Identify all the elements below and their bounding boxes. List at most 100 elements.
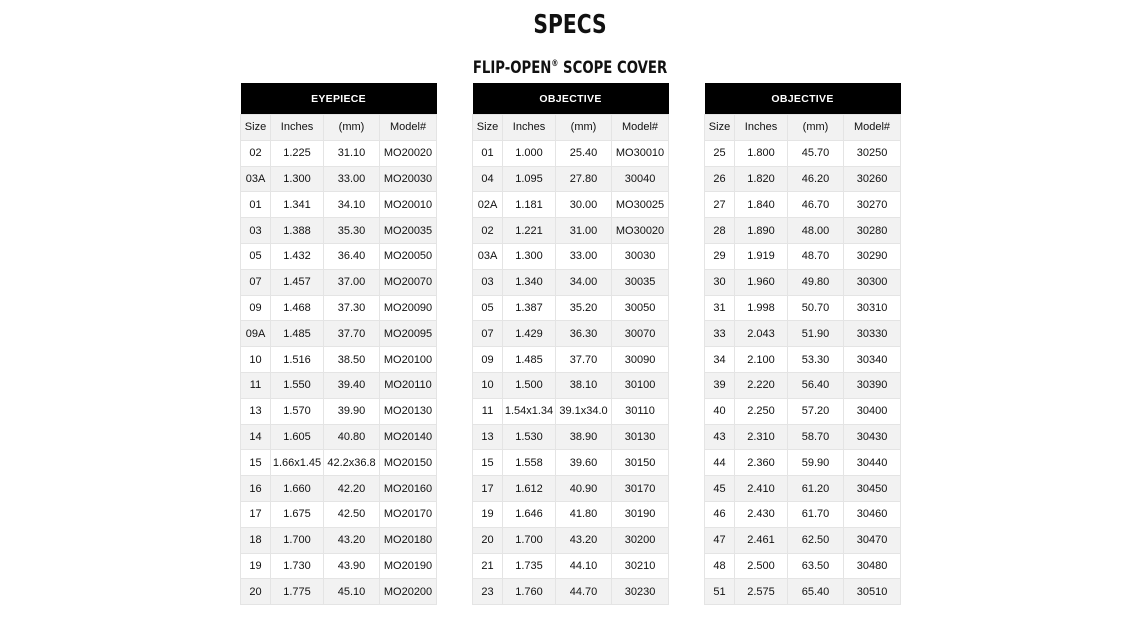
table-cell: 2.220 <box>734 371 788 399</box>
table-cell: 44.10 <box>555 552 612 580</box>
table-cell: MO20170 <box>378 500 438 528</box>
table-cell: 27 <box>704 191 735 219</box>
table-cell: 47 <box>704 526 735 554</box>
table-cell: 03A <box>240 165 271 193</box>
table-row: 09A 1.485 37.70 MO20095 <box>240 320 438 348</box>
table-cell: MO20150 <box>378 449 438 477</box>
table-cell: 43 <box>704 423 735 451</box>
spec-table-objective: OBJECTIVE Size Inches (mm) Model# 01 1.000 25.4… <box>472 83 670 606</box>
table-cell: MO20130 <box>378 397 438 425</box>
table-cell: 30 <box>704 268 735 296</box>
table-cell: 56.40 <box>787 371 844 399</box>
table-row: 45 2.410 61.20 30450 <box>704 475 902 502</box>
table-cell: 1.485 <box>270 320 324 348</box>
table-row: 05 1.432 36.40 MO20050 <box>240 242 438 270</box>
table-row: 13 1.570 39.90 MO20130 <box>240 397 438 425</box>
table-cell: 1.700 <box>502 526 556 554</box>
table-row: 46 2.430 61.70 30460 <box>704 500 902 528</box>
table-cell: 1.960 <box>734 268 788 296</box>
column-header: Size <box>704 114 735 141</box>
table-cell: 20 <box>472 526 503 554</box>
table-cell: 30250 <box>842 139 902 167</box>
table-cell: 30400 <box>842 397 902 425</box>
table-cell: 30330 <box>842 320 902 348</box>
column-header: Model# <box>610 114 670 141</box>
table-row: 33 2.043 51.90 30330 <box>704 320 902 348</box>
table-cell: 58.70 <box>787 423 844 451</box>
table-cell: 1.485 <box>502 346 556 373</box>
table-cell: 38.10 <box>555 371 612 399</box>
table-row: 07 1.429 36.30 30070 <box>472 320 670 348</box>
table-cell: 34.00 <box>555 268 612 296</box>
product-title: FLIP-OPEN® SCOPE COVER <box>125 58 1014 78</box>
table-cell: 45.10 <box>323 578 380 606</box>
table-cell: 38.90 <box>555 423 612 451</box>
table-cell: 41.80 <box>555 500 612 528</box>
column-header: Inches <box>270 114 324 141</box>
table-cell: MO20100 <box>378 346 438 373</box>
table-cell: 17 <box>472 475 503 502</box>
table-cell: 59.90 <box>787 449 844 477</box>
table-row: 18 1.700 43.20 MO20180 <box>240 526 438 554</box>
table-cell: 43.90 <box>323 552 380 580</box>
table-cell: 1.429 <box>502 320 556 348</box>
table-cell: 1.388 <box>270 217 324 244</box>
table-cell: 62.50 <box>787 526 844 554</box>
table-cell: 30260 <box>842 165 902 193</box>
table-cell: 37.30 <box>323 294 380 322</box>
table-cell: 33 <box>704 320 735 348</box>
table-row: 27 1.840 46.70 30270 <box>704 191 902 219</box>
spec-table-eyepiece: EYEPIECE Size Inches (mm) Model# 02 1.225 31.10… <box>240 83 438 606</box>
table-cell: 44.70 <box>555 578 612 606</box>
table-cell: 30480 <box>842 552 902 580</box>
column-header: Size <box>240 114 271 141</box>
table-cell: 63.50 <box>787 552 844 580</box>
table-cell: 40 <box>704 397 735 425</box>
table-cell: 31.10 <box>323 139 380 167</box>
table-cell: 2.461 <box>734 526 788 554</box>
table-row: 43 2.310 58.70 30430 <box>704 423 902 451</box>
table-cell: 30440 <box>842 449 902 477</box>
table-cell: 45.70 <box>787 139 844 167</box>
table-row: 47 2.461 62.50 30470 <box>704 526 902 554</box>
table-cell: 30310 <box>842 294 902 322</box>
table-cell: 61.70 <box>787 500 844 528</box>
table-row: 01 1.341 34.10 MO20010 <box>240 191 438 219</box>
table-cell: MO30025 <box>610 191 670 219</box>
table-cell: 48 <box>704 552 735 580</box>
table-cell: 02A <box>472 191 503 219</box>
table-cell: 36.40 <box>323 242 380 270</box>
table-cell: 25.40 <box>555 139 612 167</box>
table-row: 10 1.500 38.10 30100 <box>472 371 670 399</box>
product-name: FLIP-OPEN <box>472 58 552 78</box>
table-cell: 01 <box>240 191 271 219</box>
table-cell: MO20110 <box>378 371 438 399</box>
table-cell: 50.70 <box>787 294 844 322</box>
table-cell: 11 <box>240 371 271 399</box>
table-cell: 39.60 <box>555 449 612 477</box>
table-cell: MO20030 <box>378 165 438 193</box>
table-cell: 30430 <box>842 423 902 451</box>
table-row: 13 1.530 38.90 30130 <box>472 423 670 451</box>
table-cell: 1.646 <box>502 500 556 528</box>
table-row: 02A 1.181 30.00 MO30025 <box>472 191 670 219</box>
table-cell: 1.341 <box>270 191 324 219</box>
column-header-row: Size Inches (mm) Model# <box>472 114 670 141</box>
table-cell: 30130 <box>610 423 670 451</box>
table-row: 15 1.66x1.45 42.2x36.8 MO20150 <box>240 449 438 477</box>
table-cell: 03 <box>472 268 503 296</box>
table-row: 26 1.820 46.20 30260 <box>704 165 902 193</box>
table-cell: MO20090 <box>378 294 438 322</box>
table-row: 11 1.550 39.40 MO20110 <box>240 371 438 399</box>
table-cell: 1.530 <box>502 423 556 451</box>
table-cell: MO30020 <box>610 217 670 244</box>
table-cell: 30270 <box>842 191 902 219</box>
table-cell: 30230 <box>610 578 670 606</box>
table-cell: 30090 <box>610 346 670 373</box>
table-cell: 35.30 <box>323 217 380 244</box>
table-cell: 1.221 <box>502 217 556 244</box>
table-cell: 27.80 <box>555 165 612 193</box>
table-cell: 2.360 <box>734 449 788 477</box>
table-heading: OBJECTIVE <box>704 83 901 115</box>
table-row: 03 1.340 34.00 30035 <box>472 268 670 296</box>
